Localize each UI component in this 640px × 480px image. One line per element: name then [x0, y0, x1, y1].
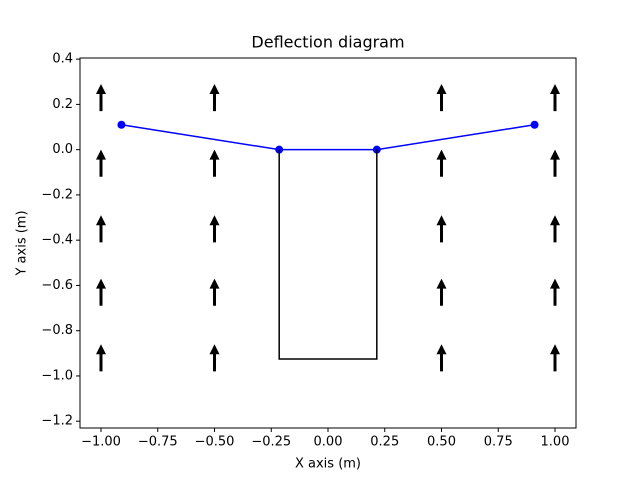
- quiver-arrow: [550, 149, 561, 177]
- quiver-arrow: [436, 344, 447, 372]
- quiver-arrow: [95, 215, 106, 243]
- x-tick-label: −1.00: [81, 435, 121, 450]
- series-marker: [530, 120, 539, 129]
- quiver-arrow: [550, 278, 561, 306]
- quiver-arrow: [550, 344, 561, 372]
- x-tick-label: −0.50: [195, 435, 235, 450]
- quiver-arrow: [209, 149, 220, 177]
- y-tick-label: 0.4: [52, 52, 73, 67]
- quiver-arrow: [209, 278, 220, 306]
- quiver-arrow: [436, 84, 447, 112]
- x-tick-label: −0.75: [138, 435, 178, 450]
- quiver-arrow: [95, 344, 106, 372]
- y-axis-label: Y axis (m): [15, 210, 30, 276]
- x-tick-label: 1.00: [541, 435, 570, 450]
- series-marker: [117, 120, 126, 129]
- quiver-arrow: [550, 215, 561, 243]
- quiver-arrow: [209, 84, 220, 112]
- chart-title: Deflection diagram: [251, 33, 404, 52]
- quiver-arrow: [209, 215, 220, 243]
- x-tick-label: 0.00: [314, 435, 343, 450]
- quiver-arrow: [95, 84, 106, 112]
- quiver-arrow: [550, 84, 561, 112]
- quiver-arrow: [209, 344, 220, 372]
- quiver-arrow: [95, 149, 106, 177]
- quiver-arrow: [436, 149, 447, 177]
- quiver-arrow: [95, 278, 106, 306]
- y-tick-label: −0.6: [41, 278, 73, 293]
- y-tick-label: −0.2: [41, 187, 73, 202]
- x-tick-label: 0.25: [370, 435, 399, 450]
- y-tick-label: −1.0: [41, 368, 73, 383]
- x-axis-label: X axis (m): [295, 457, 361, 472]
- quiver-arrow: [436, 278, 447, 306]
- x-tick-label: 0.50: [427, 435, 456, 450]
- y-tick-label: 0.0: [52, 142, 73, 157]
- y-tick-label: 0.2: [52, 97, 73, 112]
- series-line: [278, 149, 378, 360]
- x-tick-label: −0.25: [251, 435, 291, 450]
- x-tick-label: 0.75: [484, 435, 513, 450]
- plot-frame: [79, 57, 577, 429]
- y-tick-label: −1.2: [41, 414, 73, 429]
- y-tick-label: −0.4: [41, 233, 73, 248]
- series-line: [121, 124, 535, 151]
- y-tick-label: −0.8: [41, 323, 73, 338]
- quiver-arrow: [436, 215, 447, 243]
